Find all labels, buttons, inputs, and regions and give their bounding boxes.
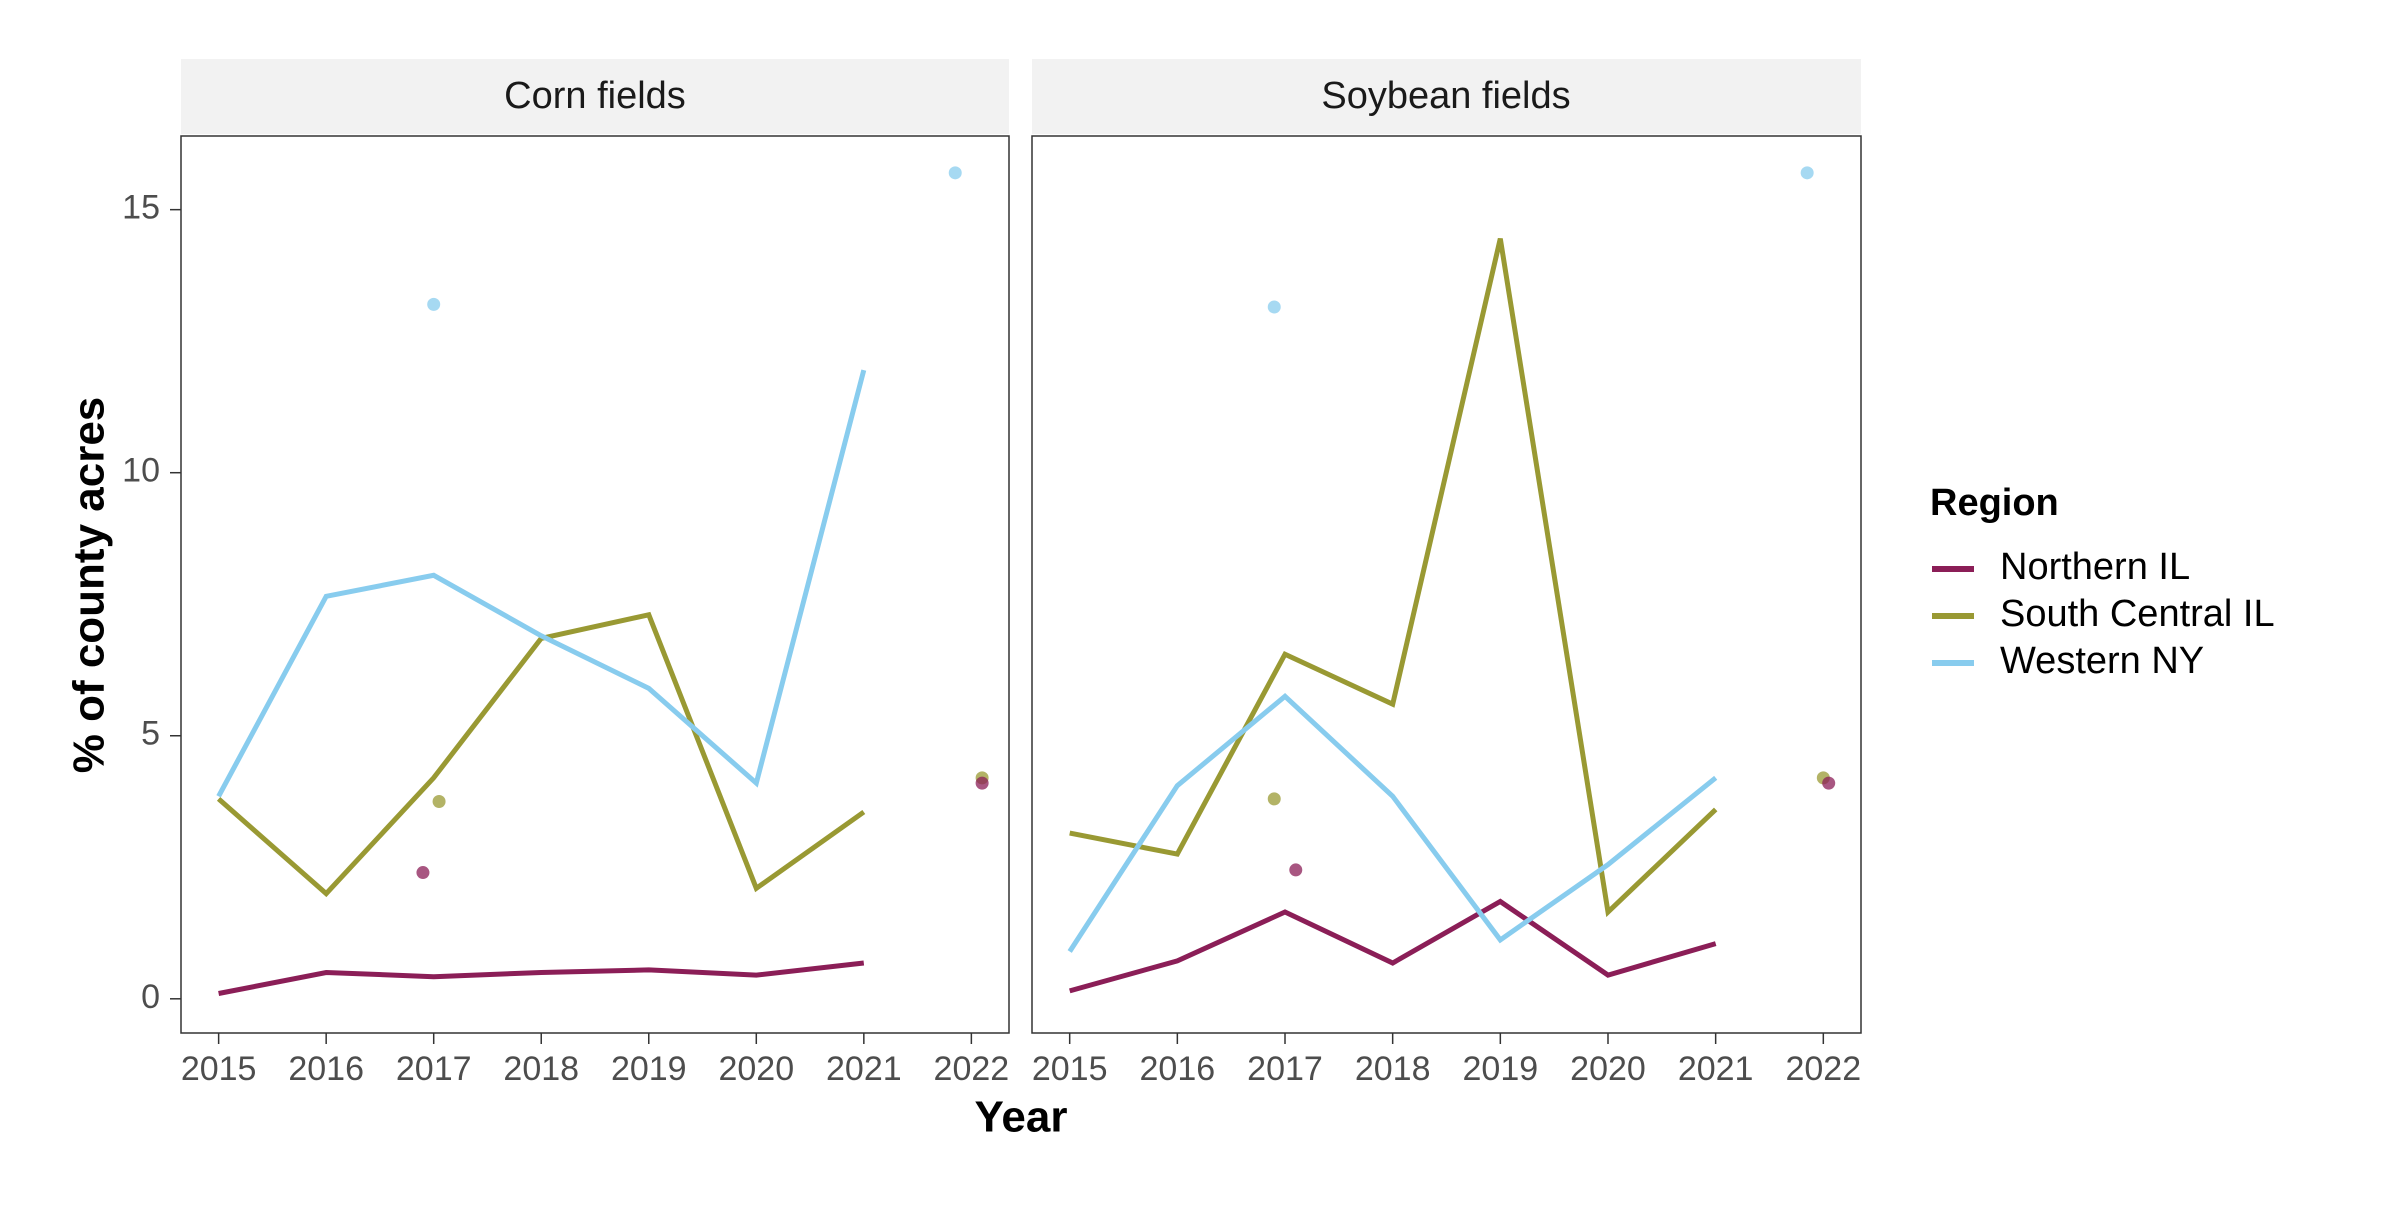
y-tick-label: 10 [122,452,160,490]
series-line-western-ny [1067,692,1718,953]
x-tick-label: 2020 [1570,1050,1646,1088]
legend-label-western-ny: Western NY [2000,640,2204,682]
legend: Region Northern IL South Central IL Wester… [1930,482,2275,682]
y-tick-label: 0 [141,978,160,1016]
y-axis: 0 5 10 15 [122,189,181,1016]
data-point-western-ny [948,166,962,180]
legend-label-south-central-il: South Central IL [2000,593,2275,635]
series-line-northern-il [218,960,865,996]
x-tick-label: 2016 [1140,1050,1216,1088]
x-tick-label: 2015 [1032,1050,1108,1088]
plot-area-soybean [1067,166,1836,994]
x-axis-corn: 2015 2016 2017 2018 2019 2020 2021 2022 [181,1033,1009,1088]
legend-label-northern-il: Northern IL [2000,546,2190,588]
series-line-western-ny [216,369,867,798]
data-point-northern-il [1289,863,1303,877]
data-point-western-ny [427,297,441,311]
x-tick-label: 2018 [503,1050,579,1088]
x-tick-label: 2021 [1678,1050,1754,1088]
data-point-western-ny [1800,166,1814,180]
data-point-western-ny [1267,300,1281,314]
data-point-northern-il [416,866,430,880]
x-tick-label: 2019 [1463,1050,1539,1088]
data-point-south-central-il [432,795,446,809]
x-axis-title: Year [975,1093,1068,1142]
x-tick-label: 2015 [181,1050,257,1088]
data-point-northern-il [975,776,989,790]
y-axis-title: % of county acres [65,397,114,774]
panel-soybean: Soybean fields [1031,59,1862,1034]
panel-corn: Corn fields [180,59,1010,1034]
x-tick-label: 2018 [1355,1050,1431,1088]
series-line-south-central-il [1069,238,1718,918]
legend-title: Region [1930,482,2059,524]
x-tick-label: 2019 [611,1050,687,1088]
panel-border-soybean [1031,135,1862,1034]
x-tick-label: 2022 [1785,1050,1861,1088]
data-point-south-central-il [1267,792,1281,806]
plot-area-corn [216,166,989,996]
x-tick-label: 2017 [1247,1050,1323,1088]
x-axis-soybean: 2015 2016 2017 2018 2019 2020 2021 2022 [1032,1033,1861,1088]
x-tick-label: 2016 [288,1050,364,1088]
panel-title-soybean: Soybean fields [1321,75,1570,117]
strip-corn [181,59,1009,134]
legend-items: Northern IL South Central IL Western NY [1932,546,2275,682]
y-tick-label: 15 [122,189,160,227]
x-tick-label: 2021 [826,1050,902,1088]
strip-soybean [1032,59,1861,134]
x-tick-label: 2020 [718,1050,794,1088]
x-tick-label: 2017 [396,1050,472,1088]
series-line-south-central-il [216,611,866,898]
panel-border-corn [180,135,1010,1034]
data-point-northern-il [1822,776,1836,790]
series-line-northern-il [1069,898,1717,994]
panel-title-corn: Corn fields [504,75,686,117]
y-tick-label: 5 [141,715,160,753]
x-tick-label: 2022 [934,1050,1010,1088]
